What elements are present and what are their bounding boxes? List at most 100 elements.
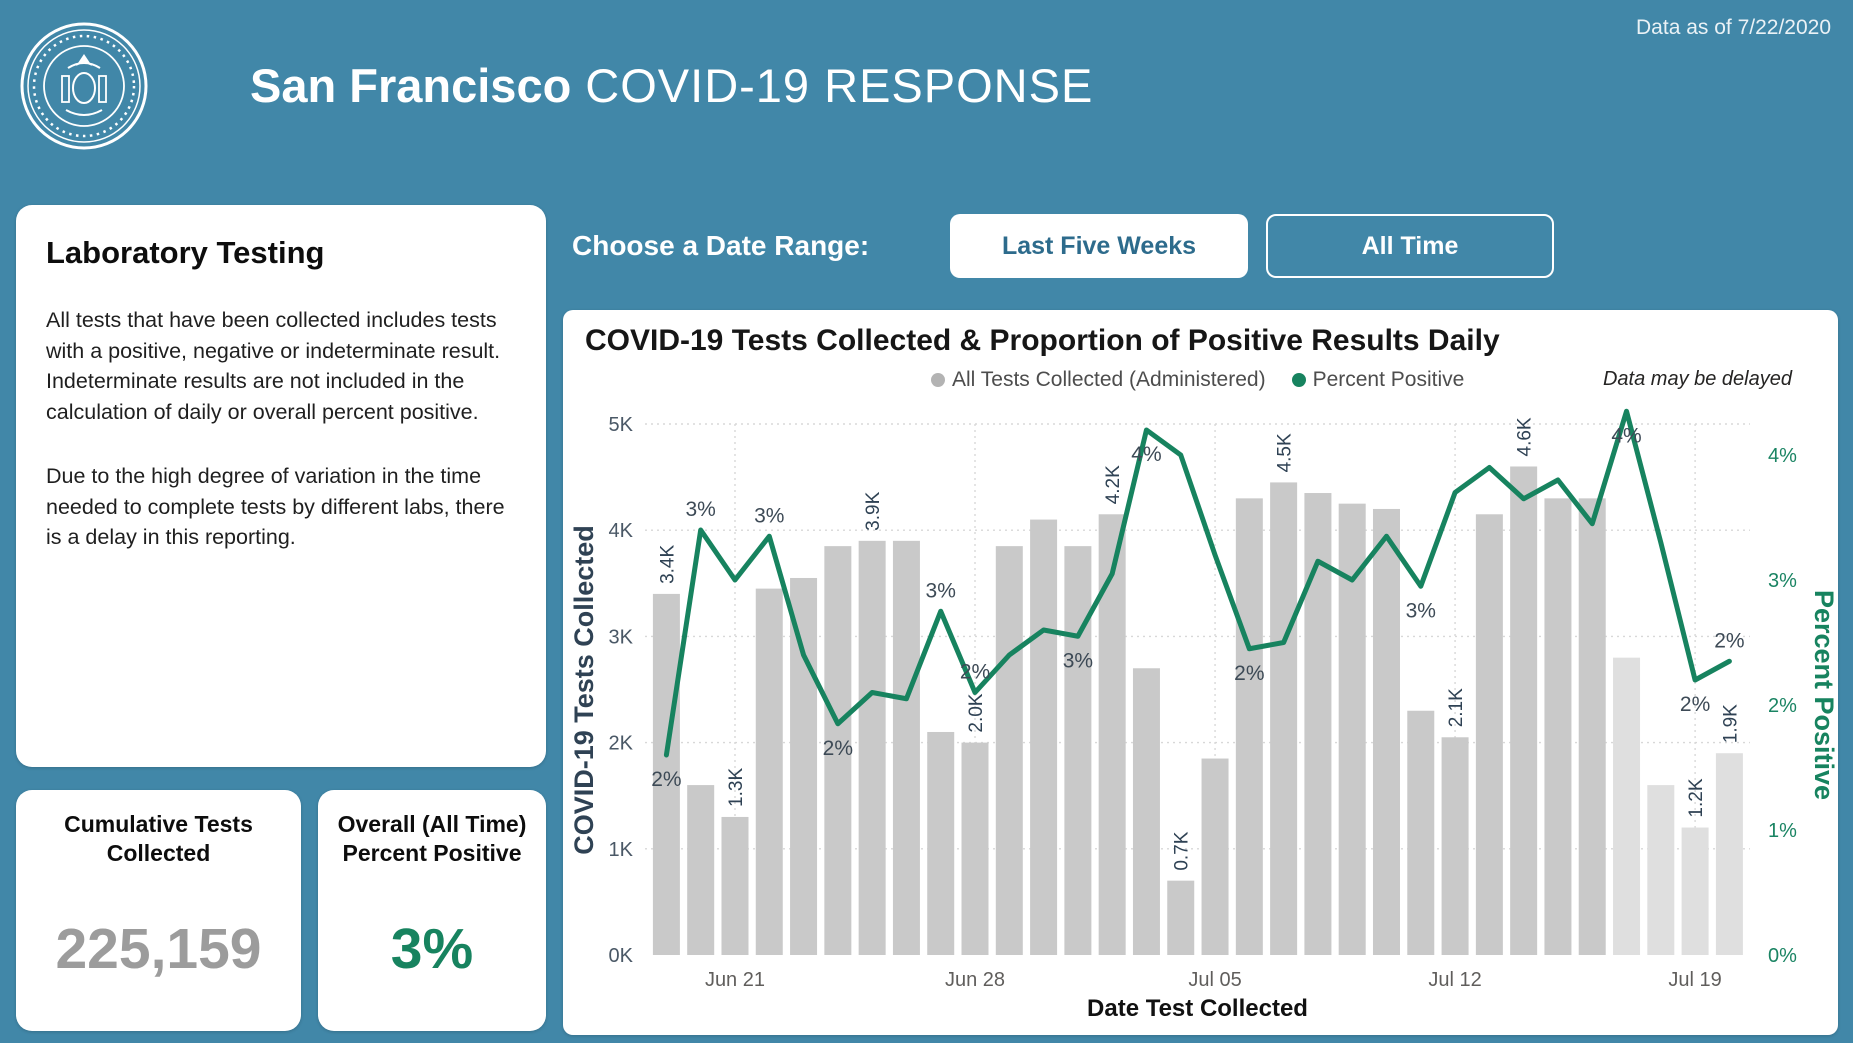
bar-jun-27[interactable] [927,731,955,955]
bar-jul-10[interactable] [1372,508,1400,955]
percent-value-label: 2% [651,768,681,791]
legend-item-tests: All Tests Collected (Administered) [931,368,1266,392]
percent-value-label: 3% [754,504,784,527]
percent-value-label: 2% [960,661,990,684]
page-title: San Francisco COVID-19 RESPONSE [250,58,1093,113]
x-axis-tick: Jul 19 [1668,969,1721,991]
seal-figure-right [98,75,107,103]
bar-value-label: 0.7K [1172,831,1193,870]
percent-legend-dot-icon [1291,373,1306,387]
seal-banner [65,109,103,116]
bar-jun-22[interactable] [755,588,783,955]
tests-chart-card: 3.4K 1.3K 3.9K 2.0K 4.2K 0.7K 4.5K 2.1K 4.6K 1.2K… [563,310,1838,1035]
bar-jul-18[interactable] [1647,785,1675,955]
chart-legend: All Tests Collected (Administered) Perce… [931,368,1464,392]
cumulative-tests-card: Cumulative Tests Collected 225,159 [16,790,301,1031]
lab-card-paragraph-2: Due to the high degree of variation in t… [46,464,505,550]
data-as-of-label: Data as of 7/22/2020 [1636,16,1831,39]
all-time-button[interactable]: All Time [1266,214,1554,278]
page-title-city: San Francisco [250,59,572,112]
tests-legend-dot-icon [931,373,945,387]
data-delay-note: Data may be delayed [1602,368,1792,390]
percent-value-label: 2% [1714,629,1744,652]
percent-value-label: 3% [686,498,716,521]
last-five-weeks-button[interactable]: Last Five Weeks [950,214,1248,278]
percent-value-label: 2% [823,737,853,760]
bar-value-label: 4.6K [1515,417,1536,456]
bar-jul-03[interactable] [1132,668,1160,955]
bar-jun-19[interactable] [652,593,680,955]
bar-jul-17[interactable] [1613,657,1641,955]
left-axis-tick: 1K [609,839,634,861]
sf-city-seal-logo [20,22,148,150]
right-axis-tick: 4% [1768,445,1797,467]
bar-value-label: 1.3K [726,768,747,807]
bar-value-label: 4.5K [1275,433,1296,472]
bar-jun-21[interactable] [721,816,749,955]
x-axis-title: Date Test Collected [1087,995,1308,1022]
bar-value-label: 2.1K [1446,688,1467,727]
left-axis-tick: 3K [609,626,634,648]
left-axis-tick: 2K [609,733,634,755]
legend-label-tests: All Tests Collected (Administered) [952,368,1266,391]
bar-jul-20[interactable] [1715,753,1743,955]
bar-jul-08[interactable] [1304,493,1332,955]
x-axis-tick: Jul 12 [1428,969,1481,991]
overall-percent-positive-title: Overall (All Time) Percent Positive [337,811,527,866]
bar-value-label: 1.2K [1686,778,1707,817]
bar-jun-20[interactable] [687,785,715,955]
date-range-label: Choose a Date Range: [572,230,870,261]
right-axis-tick: 2% [1768,695,1797,717]
bar-jul-02[interactable] [1098,514,1126,955]
bar-jun-25[interactable] [858,540,886,955]
laboratory-testing-card: Laboratory Testing All tests that have b… [16,205,546,767]
bar-jul-04[interactable] [1167,880,1195,955]
bar-value-label: 1.9K [1720,704,1741,743]
bar-jul-14[interactable] [1510,466,1538,955]
lab-card-paragraph-1: All tests that have been collected inclu… [46,308,501,424]
bar-jul-12[interactable] [1441,737,1469,955]
percent-value-label: 3% [1406,599,1436,622]
bar-value-label: 2.0K [966,693,987,732]
bar-jun-28[interactable] [961,742,989,955]
right-axis-title: Percent Positive [1809,590,1838,800]
bar-jul-16[interactable] [1578,498,1606,955]
bar-jul-06[interactable] [1235,498,1263,955]
x-axis-tick: Jun 21 [705,969,765,991]
seal-shield [72,72,96,104]
percent-value-label: 3% [1063,649,1093,672]
bar-value-label: 4.2K [1103,465,1124,504]
bar-jul-05[interactable] [1201,758,1229,955]
page-title-subject: COVID-19 RESPONSE [585,59,1094,112]
bar-jun-30[interactable] [1030,519,1058,955]
seal-figure-left [61,75,70,103]
x-axis-tick: Jun 28 [945,969,1005,991]
right-axis-tick: 1% [1768,820,1797,842]
percent-value-label: 3% [926,579,956,602]
bar-jul-15[interactable] [1544,498,1572,955]
legend-label-percent: Percent Positive [1312,368,1465,391]
legend-item-percent: Percent Positive [1291,368,1465,392]
chart-title: COVID-19 Tests Collected & Proportion of… [585,324,1500,357]
cumulative-tests-value: 225,159 [55,916,262,981]
bar-jul-11[interactable] [1407,710,1435,955]
percent-value-label: 4% [1611,424,1641,447]
bar-jun-24[interactable] [824,546,852,955]
bar-jun-23[interactable] [790,577,818,955]
bar-jul-13[interactable] [1475,514,1503,955]
bar-value-label: 3.9K [863,491,884,530]
bar-jun-29[interactable] [995,546,1023,955]
cumulative-tests-title: Cumulative Tests Collected [64,811,253,866]
bar-jun-26[interactable] [892,540,920,955]
overall-percent-positive-value: 3% [390,916,474,981]
percent-positive-line [663,408,1732,758]
bar-jul-01[interactable] [1064,546,1092,955]
bar-jul-07[interactable] [1270,482,1298,955]
left-axis-tick: 4K [609,520,634,542]
bar-jul-19[interactable] [1681,827,1709,955]
percent-value-label: 4% [1131,443,1161,466]
right-axis-tick: 0% [1768,945,1797,967]
percent-value-label: 2% [1234,662,1264,685]
percent-value-label: 2% [1680,693,1710,716]
x-axis-tick: Jul 05 [1188,969,1241,991]
